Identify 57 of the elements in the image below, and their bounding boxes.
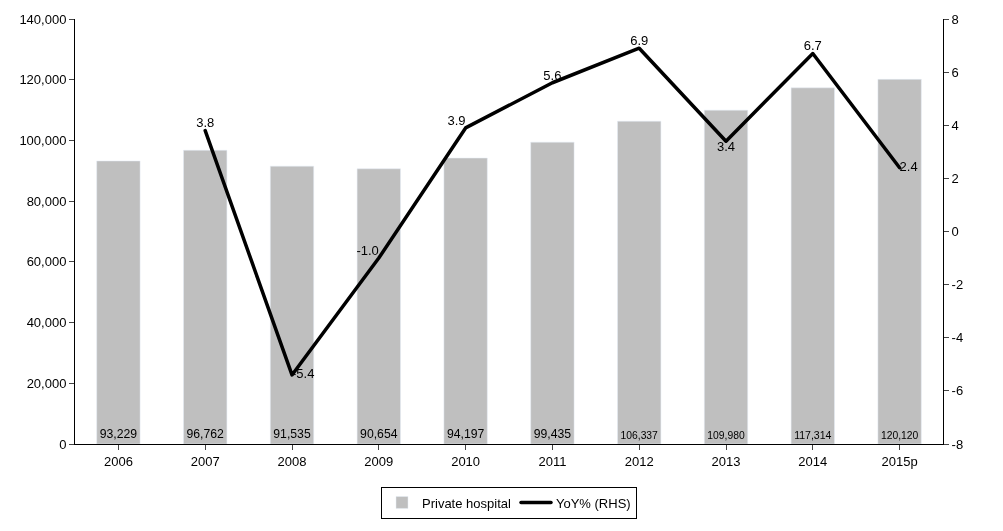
bar [877, 79, 922, 444]
y-tick-label: 0 [59, 436, 67, 452]
x-tick-label: 2010 [451, 453, 481, 469]
data-label: 96,762 [186, 427, 225, 442]
data-label: 91,535 [273, 427, 311, 442]
data-label: 6.7 [803, 38, 822, 54]
data-label: 120,120 [880, 429, 919, 441]
y2-tick-label: 2 [951, 170, 959, 186]
x-tick-label: 2015p [881, 453, 918, 469]
y2-tick-label: -2 [951, 277, 964, 293]
x-tick-label: 2013 [711, 453, 741, 469]
data-label: 117,314 [794, 428, 832, 441]
x-tick-label: 2012 [624, 453, 654, 469]
y-tick-label: 80,000 [26, 193, 67, 209]
x-tick-label: 2006 [103, 453, 133, 469]
bar [704, 109, 748, 444]
data-label: -5.4 [292, 366, 315, 382]
data-label: 94,197 [446, 427, 485, 442]
y2-tick-label: 0 [951, 224, 959, 240]
data-label: -1.0 [356, 242, 379, 258]
y2-tick-label: 6 [951, 64, 959, 80]
data-label: 93,229 [99, 427, 138, 442]
legend-label: YoY% (RHS) [555, 495, 631, 511]
y2-tick-label: -4 [951, 330, 964, 346]
y-tick-label: 60,000 [26, 254, 67, 270]
bar [790, 87, 835, 444]
data-label: 106,337 [620, 429, 659, 441]
bar [530, 141, 575, 444]
x-tick-label: 2014 [798, 453, 828, 469]
x-tick-label: 2008 [277, 453, 307, 469]
bar [183, 150, 228, 444]
bar [443, 157, 488, 444]
bar [96, 160, 141, 444]
x-tick-label: 2011 [538, 453, 567, 469]
data-label: 2.4 [899, 159, 918, 174]
data-label: 3.4 [716, 138, 736, 154]
y-tick-label: 40,000 [26, 315, 67, 331]
y2-tick-label: 4 [951, 117, 959, 133]
data-label: 6.9 [630, 32, 649, 48]
y2-tick-label: 8 [951, 11, 959, 27]
y-tick-label: 120,000 [19, 72, 67, 88]
data-label: 3.8 [196, 115, 215, 131]
y-tick-label: 140,000 [19, 11, 67, 27]
bar [356, 168, 401, 444]
data-label: 90,654 [360, 427, 398, 442]
y-tick-label: 20,000 [26, 375, 67, 391]
y2-tick-label: -8 [951, 436, 964, 452]
y2-tick-label: -6 [951, 383, 964, 399]
bar [617, 120, 662, 444]
y-tick-label: 100,000 [19, 132, 67, 148]
data-label: 99,435 [533, 427, 572, 442]
legend-label: Private hospital [422, 495, 511, 511]
x-tick-label: 2007 [190, 453, 220, 469]
bar [270, 165, 314, 444]
x-tick-label: 2009 [364, 453, 394, 469]
data-label: 3.9 [447, 112, 466, 128]
data-label: 109,980 [707, 429, 745, 441]
